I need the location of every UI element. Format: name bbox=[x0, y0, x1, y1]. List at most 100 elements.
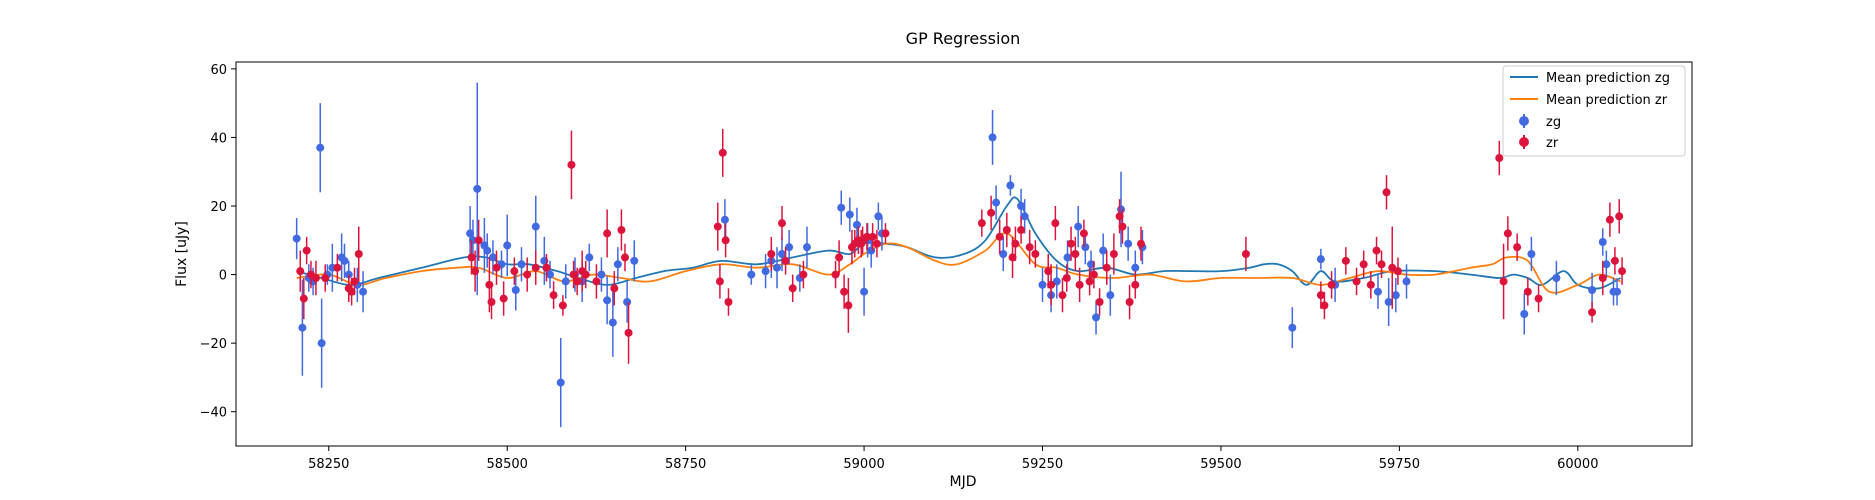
data-point-zg bbox=[340, 256, 349, 265]
data-point-zr bbox=[1605, 215, 1614, 224]
data-point-zg bbox=[761, 267, 770, 276]
data-point-zg bbox=[1038, 280, 1047, 289]
data-point-zr bbox=[467, 253, 476, 262]
x-tick-label: 59000 bbox=[843, 457, 884, 472]
data-point-zr bbox=[1131, 280, 1140, 289]
data-point-zr bbox=[1044, 267, 1053, 276]
data-point-zg bbox=[603, 296, 612, 305]
x-axis: 58250 58500 58750 59000 59250 59500 59750 60000 bbox=[308, 446, 1598, 472]
points-layer bbox=[292, 82, 1627, 428]
series-line-zr bbox=[296, 232, 1621, 294]
curves-layer bbox=[296, 196, 1622, 294]
data-point-zr bbox=[350, 277, 359, 286]
data-point-zg bbox=[488, 253, 497, 262]
data-point-zr bbox=[1523, 287, 1532, 296]
data-point-zr bbox=[311, 274, 320, 282]
data-point-zr bbox=[799, 270, 808, 279]
y-tick-label: 60 bbox=[210, 63, 227, 78]
data-point-zr bbox=[715, 277, 724, 286]
data-point-zr bbox=[1047, 280, 1056, 289]
data-point-zr bbox=[1002, 226, 1011, 234]
data-point-zr bbox=[1327, 280, 1336, 289]
data-point-zr bbox=[620, 253, 629, 262]
data-point-zg bbox=[1527, 250, 1536, 258]
data-point-zg bbox=[1106, 291, 1115, 300]
data-point-zr bbox=[1008, 253, 1017, 262]
data-point-zg bbox=[561, 277, 570, 286]
data-point-zr bbox=[781, 256, 790, 265]
data-point-zr bbox=[1051, 219, 1060, 228]
data-point-zr bbox=[1618, 267, 1627, 276]
data-point-zr bbox=[1372, 246, 1381, 255]
chart-title: GP Regression bbox=[906, 29, 1021, 48]
x-tick-label: 59250 bbox=[1022, 457, 1063, 472]
data-point-zr bbox=[1067, 239, 1076, 248]
data-point-zg bbox=[874, 212, 883, 221]
data-point-zg bbox=[1074, 222, 1083, 231]
x-tick-label: 58500 bbox=[487, 457, 528, 472]
data-point-zr bbox=[549, 291, 558, 300]
data-point-zr bbox=[487, 298, 496, 306]
data-point-zg bbox=[298, 323, 307, 332]
data-point-zr bbox=[603, 229, 612, 238]
data-point-zr bbox=[1598, 274, 1607, 282]
data-point-zr bbox=[862, 232, 871, 241]
data-point-zr bbox=[624, 328, 633, 337]
data-point-zg bbox=[359, 287, 368, 296]
legend-label-zg-line: Mean prediction zg bbox=[1546, 71, 1670, 86]
data-point-zg bbox=[1402, 277, 1411, 286]
data-point-zg bbox=[483, 246, 492, 255]
data-point-zr bbox=[724, 298, 733, 306]
data-point-zr bbox=[868, 232, 877, 241]
data-point-zr bbox=[995, 232, 1004, 241]
data-point-zg bbox=[1598, 238, 1607, 246]
data-point-zg bbox=[630, 256, 639, 265]
data-point-zg bbox=[852, 220, 861, 229]
data-point-zr bbox=[721, 236, 730, 245]
data-point-zr bbox=[617, 226, 626, 234]
data-point-zr bbox=[321, 274, 330, 282]
data-point-zr bbox=[778, 219, 786, 228]
data-point-zg bbox=[720, 215, 729, 224]
y-tick-label: −20 bbox=[200, 337, 227, 352]
data-point-zg bbox=[1520, 310, 1529, 318]
data-point-zg bbox=[1613, 287, 1622, 296]
plot-frame bbox=[235, 61, 1693, 447]
data-point-zg bbox=[785, 243, 794, 252]
data-point-zg bbox=[1006, 181, 1015, 190]
data-point-zg bbox=[585, 253, 594, 262]
data-point-zg bbox=[1288, 323, 1297, 332]
data-point-zr bbox=[1534, 294, 1543, 303]
data-point-zr bbox=[296, 267, 305, 276]
data-point-zg bbox=[1552, 274, 1561, 282]
data-point-zr bbox=[581, 270, 590, 279]
data-point-zr bbox=[1085, 277, 1094, 286]
y-axis: −40 −20 0 20 40 60 bbox=[200, 63, 236, 421]
y-axis-label: Flux [uJy] bbox=[174, 221, 190, 287]
legend-marker-zg bbox=[1519, 116, 1529, 126]
data-point-zr bbox=[302, 246, 311, 255]
data-point-zr bbox=[523, 270, 532, 279]
data-point-zg bbox=[473, 184, 482, 193]
x-tick-label: 59750 bbox=[1379, 457, 1420, 472]
data-point-zg bbox=[546, 270, 555, 279]
data-point-zr bbox=[471, 267, 480, 276]
data-point-zr bbox=[881, 229, 890, 238]
data-point-zg bbox=[837, 203, 846, 212]
data-point-zr bbox=[1071, 250, 1080, 258]
data-point-zr bbox=[1031, 250, 1040, 258]
data-point-zr bbox=[1610, 256, 1619, 265]
legend-box bbox=[1502, 65, 1686, 157]
data-point-zg bbox=[608, 318, 617, 327]
data-point-zg bbox=[556, 378, 565, 387]
data-point-zg bbox=[531, 222, 540, 231]
data-point-zr bbox=[333, 263, 342, 272]
data-point-zr bbox=[1359, 260, 1368, 269]
data-point-zr bbox=[1341, 256, 1350, 265]
data-point-zr bbox=[788, 284, 797, 293]
data-point-zr bbox=[492, 263, 501, 272]
data-point-zr bbox=[1495, 154, 1504, 162]
x-tick-label: 58250 bbox=[308, 457, 349, 472]
data-point-zg bbox=[597, 270, 606, 279]
